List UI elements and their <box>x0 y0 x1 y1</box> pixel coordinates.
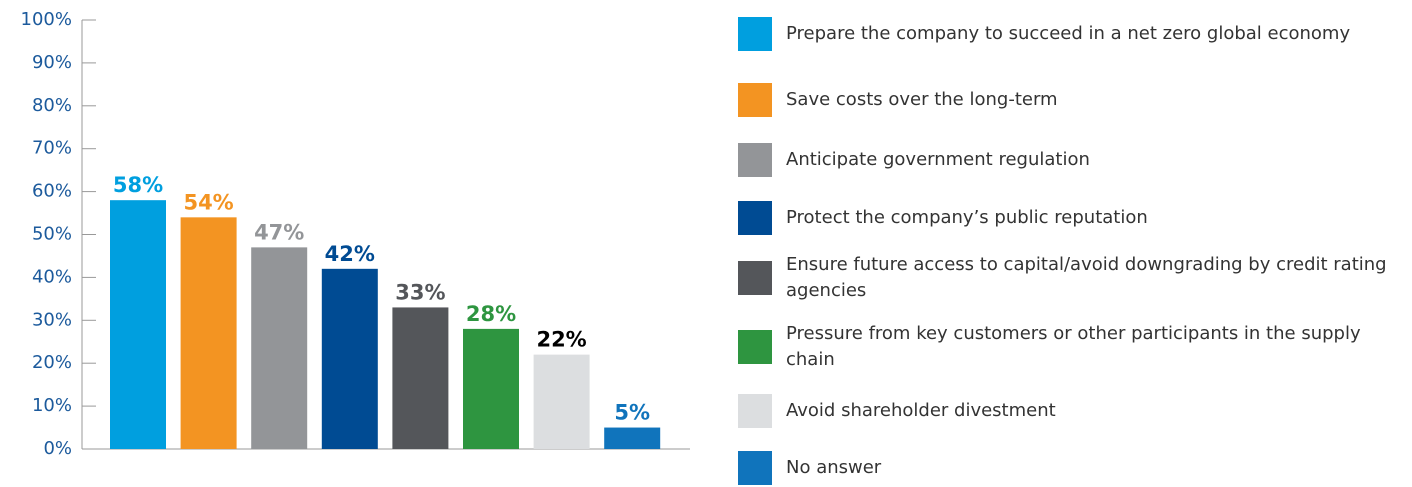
value-label: 28% <box>466 302 516 326</box>
y-tick-label: 0% <box>43 438 72 459</box>
y-tick-label: 100% <box>21 9 72 30</box>
legend-swatch <box>738 451 772 485</box>
legend-item: Anticipate government regulation <box>738 143 1392 177</box>
legend-item: Ensure future access to capital/avoid do… <box>738 252 1392 304</box>
legend-label: Prepare the company to succeed in a net … <box>786 23 1351 44</box>
legend-swatch <box>738 143 772 177</box>
bar <box>392 307 449 449</box>
bar <box>604 427 661 449</box>
legend-label: Ensure future access to capital/avoid do… <box>786 254 1387 301</box>
chart: 0% 10% 20% 30% 40% 50% 60% 70% 80% 90% 100% 58% 54% 4… <box>21 9 690 459</box>
legend-label: Pressure from key customers or other par… <box>786 323 1361 370</box>
y-tick-label: 60% <box>32 181 72 202</box>
legend-item: Pressure from key customers or other par… <box>738 321 1392 373</box>
value-label: 22% <box>536 328 586 352</box>
legend-swatch <box>738 394 772 428</box>
legend-label: Protect the company’s public reputation <box>786 207 1148 228</box>
legend-item: Prepare the company to succeed in a net … <box>738 17 1392 51</box>
value-label: 54% <box>183 190 233 214</box>
legend-label: No answer <box>786 457 882 478</box>
bar <box>321 268 378 449</box>
value-label: 5% <box>614 401 650 425</box>
legend-item: Save costs over the long-term <box>738 83 1392 117</box>
legend-swatch <box>738 17 772 51</box>
y-tick-label: 40% <box>32 266 72 287</box>
bar <box>110 200 166 449</box>
y-tick-label: 10% <box>32 395 72 416</box>
legend-swatch <box>738 201 772 235</box>
legend-swatch <box>738 261 772 295</box>
legend-label: Save costs over the long-term <box>786 89 1058 110</box>
bar <box>180 217 237 449</box>
legend-swatch <box>738 330 772 364</box>
legend-label: Avoid shareholder divestment <box>786 400 1056 421</box>
legend-item: No answer <box>738 451 1392 485</box>
value-label: 33% <box>395 280 445 304</box>
y-tick-label: 80% <box>32 95 72 116</box>
y-tick-label: 90% <box>32 52 72 73</box>
bar <box>533 354 590 449</box>
bar <box>463 328 519 449</box>
legend-swatch <box>738 83 772 117</box>
value-label: 42% <box>325 242 375 266</box>
legend-label: Anticipate government regulation <box>786 149 1090 170</box>
legend-item: Avoid shareholder divestment <box>738 394 1392 428</box>
value-label: 47% <box>254 220 304 244</box>
y-tick-label: 20% <box>32 352 72 373</box>
bar <box>251 247 308 449</box>
y-tick-label: 30% <box>32 309 72 330</box>
y-tick-label: 70% <box>32 138 72 159</box>
legend-item: Protect the company’s public reputation <box>738 201 1392 235</box>
value-label: 58% <box>113 173 163 197</box>
y-tick-label: 50% <box>32 224 72 245</box>
